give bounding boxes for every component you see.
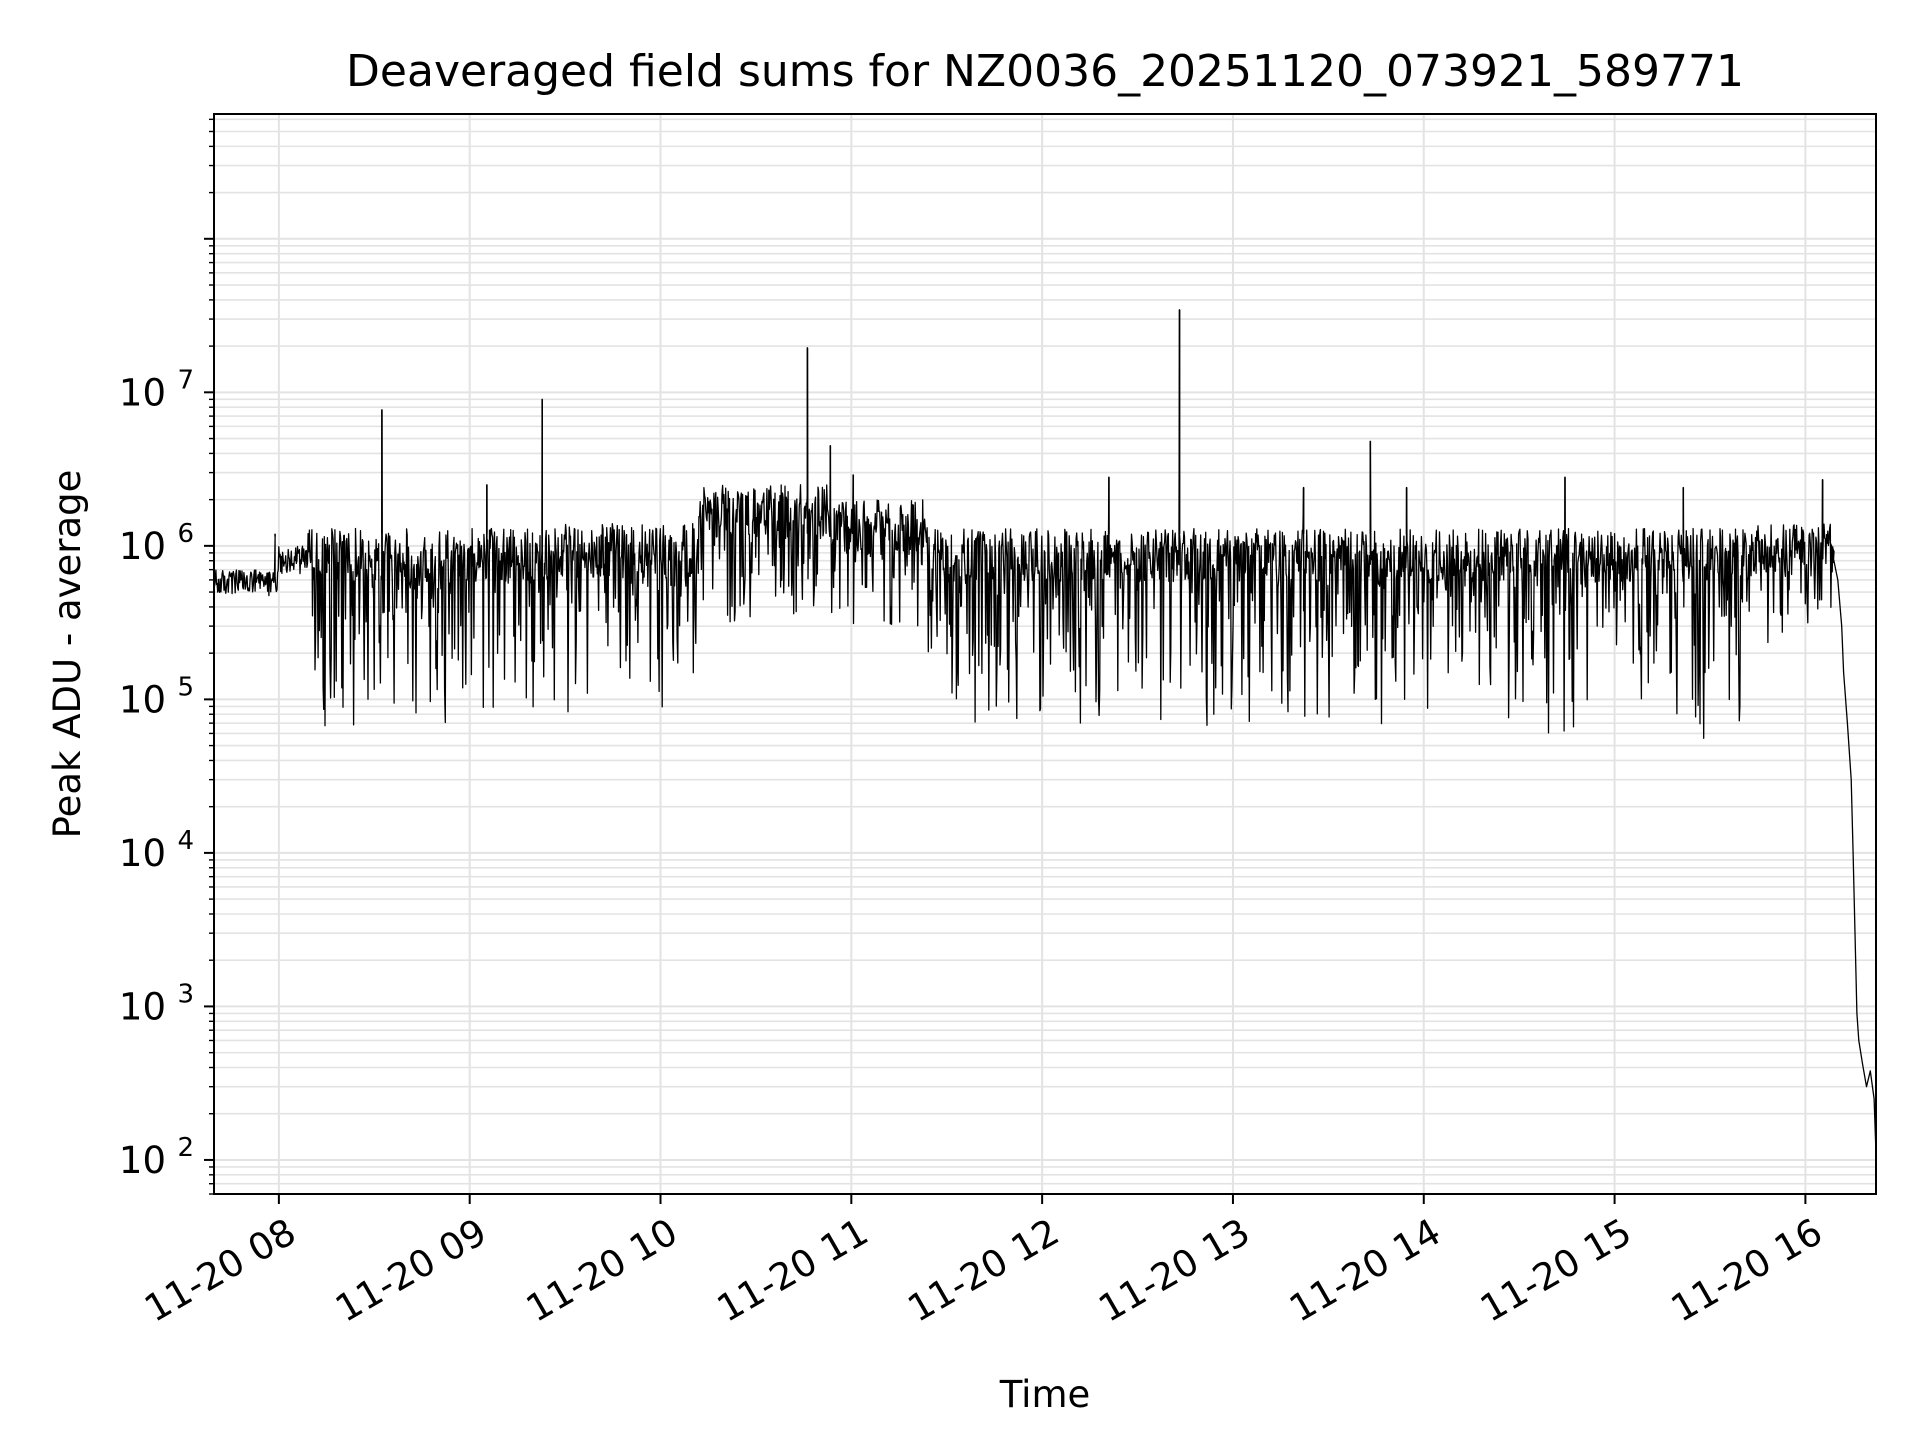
y-tick-label-exponent: 7 xyxy=(177,365,194,395)
y-tick-label: 10 xyxy=(119,985,166,1028)
plot-frame xyxy=(213,113,1877,1195)
x-axis-label: Time xyxy=(999,1373,1091,1416)
y-tick-label: 10 xyxy=(119,678,166,721)
y-tick-label-exponent: 6 xyxy=(177,519,194,549)
series-line xyxy=(213,309,1877,1154)
y-tick-label: 10 xyxy=(119,371,166,414)
y-tick-label-exponent: 3 xyxy=(177,979,194,1009)
chart-title: Deaveraged field sums for NZ0036_2025112… xyxy=(346,46,1744,97)
y-tick-label-exponent: 4 xyxy=(177,826,194,856)
y-axis-label: Peak ADU - average xyxy=(46,470,89,839)
y-tick-label-exponent: 2 xyxy=(177,1133,194,1163)
y-tick-label: 10 xyxy=(119,1139,166,1182)
y-tick-label: 10 xyxy=(119,525,166,568)
data-series xyxy=(213,309,1877,1154)
y-tick-label: 10 xyxy=(119,832,166,875)
y-tick-label-exponent: 5 xyxy=(177,672,194,702)
